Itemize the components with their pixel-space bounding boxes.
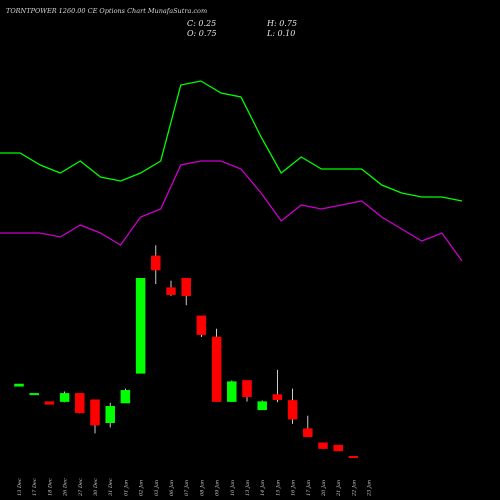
candle-body-22 [333,444,343,452]
x-tick-label: 13 Jan [245,480,251,496]
chart-title: TORNTPOWER 1260.00 CE Options Chart Muna… [6,7,208,15]
candle-body-11 [166,287,176,295]
candle-body-21 [318,442,328,449]
x-tick-label: 13 Dec [17,478,23,496]
low-value: L: 0.10 [267,29,296,38]
candle-body-18 [272,394,283,400]
x-tick-label: 14 Jan [260,480,266,496]
candle-body-12 [181,277,191,297]
candle-body-7 [105,406,115,423]
x-tick-label: 26 Dec [63,478,69,497]
close-value: C: 0.25 [187,19,217,28]
candle-body-6 [90,399,100,426]
candle-body-1 [14,383,24,387]
candle-body-20 [303,428,313,438]
open-value: O: 0.75 [187,29,217,38]
x-tick-label: 27 Dec [78,478,84,497]
x-tick-label: 07 Jan [184,480,190,496]
x-tick-label: 15 Jan [275,480,281,496]
candle-body-17 [257,401,267,411]
x-tick-label: 01 Jan [123,480,129,496]
x-tick-label: 18 Dec [47,478,53,496]
x-tick-label: 03 Jan [154,480,160,496]
x-tick-label: 30 Dec [93,478,99,496]
x-tick-label: 31 Dec [108,478,114,496]
candle-body-10 [151,255,161,271]
candle-body-14 [211,336,222,402]
candle-body-9 [135,277,146,374]
x-tick-label: 17 Jan [306,480,312,496]
high-value: H: 0.75 [267,19,298,28]
candle-body-4 [59,393,70,402]
x-tick-label: 08 Jan [199,480,205,496]
x-tick-label: 23 Jan [367,480,373,497]
candle-body-5 [75,393,85,414]
candle-body-15 [227,381,237,402]
indicator-line-1 [0,80,463,202]
indicator-line-2 [0,160,463,262]
x-tick-label: 17 Dec [32,478,38,496]
x-tick-label: 22 Jan [351,480,357,497]
x-tick-label: 16 Jan [291,480,297,496]
candle-body-8 [120,390,131,404]
x-tick-label: 21 Jan [336,480,342,497]
candle-body-19 [287,400,298,420]
candle-body-13 [196,315,207,335]
candle-body-23 [348,455,359,458]
candle-body-3 [44,401,55,405]
x-tick-label: 10 Jan [230,480,236,496]
x-tick-label: 02 Jan [139,480,145,496]
x-tick-label: 06 Jan [169,480,175,496]
candle-body-16 [242,380,252,398]
x-tick-label: 20 Jan [321,480,327,497]
x-tick-label: 09 Jan [215,480,221,496]
candle-body-2 [29,393,39,396]
